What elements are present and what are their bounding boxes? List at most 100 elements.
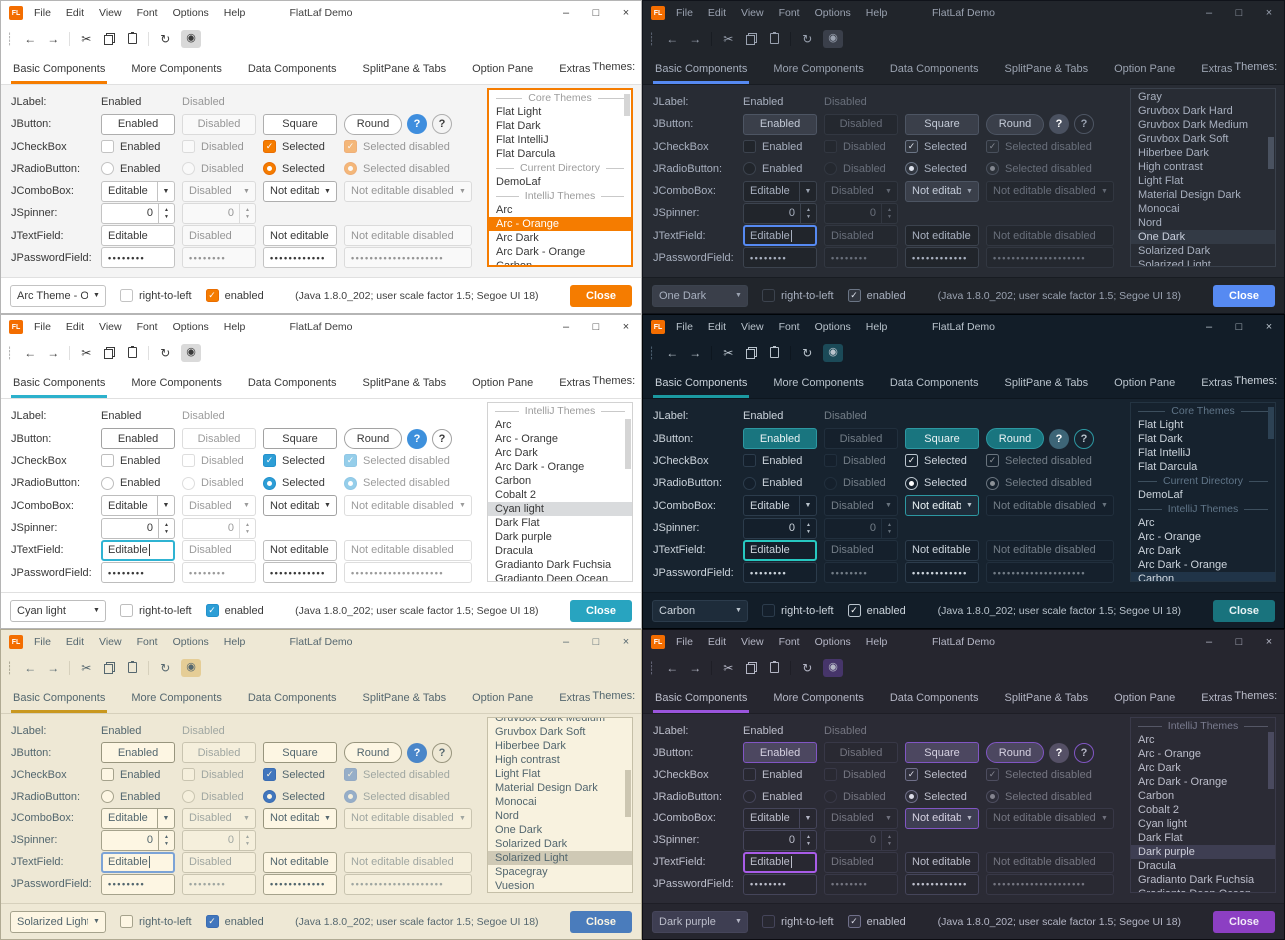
theme-list-item[interactable]: Arc (1138, 517, 1155, 529)
back-button[interactable]: ← (24, 660, 37, 675)
back-button[interactable]: ← (24, 31, 37, 46)
theme-list-item[interactable]: Arc - Orange (1138, 748, 1201, 760)
refresh-button[interactable]: ↻ (160, 345, 171, 360)
theme-list-item[interactable]: Gruvbox Dark Soft (1138, 133, 1229, 145)
menu-view[interactable]: View (741, 636, 764, 648)
paste-button[interactable] (125, 344, 139, 362)
theme-list-item[interactable]: Dark purple (495, 531, 552, 543)
jbutton-enabled-button[interactable]: Enabled (743, 742, 817, 764)
tab-more-components[interactable]: More Components (773, 63, 864, 75)
maximize-button[interactable]: □ (1235, 636, 1243, 648)
theme-list-item[interactable]: Arc Dark (496, 232, 539, 244)
enabled-checkbox[interactable]: ✓ enabled (205, 289, 264, 302)
jcheckbox-enabled-checkbox[interactable]: Enabled (101, 454, 160, 468)
jtextfield-editable-field[interactable]: Editable (743, 225, 817, 247)
theme-list-item[interactable]: Arc - Orange (495, 433, 558, 445)
tab-option-pane[interactable]: Option Pane (1114, 63, 1176, 75)
theme-select-combobox[interactable]: Carbon ▼ (652, 599, 748, 622)
paste-button[interactable] (767, 659, 781, 677)
forward-button[interactable]: → (689, 345, 702, 360)
show-hidden-toggle-button[interactable]: ◉ (181, 29, 201, 48)
close-window-button[interactable]: × (622, 7, 630, 19)
theme-list-item[interactable]: Solarized Light (1138, 259, 1211, 267)
tab-more-components[interactable]: More Components (773, 692, 864, 704)
show-hidden-toggle-button[interactable]: ◉ (181, 658, 201, 677)
tab-basic-components[interactable]: Basic Components (11, 685, 108, 713)
theme-list-item[interactable]: Carbon (496, 260, 533, 267)
minimize-button[interactable]: – (562, 636, 570, 648)
theme-list-item[interactable]: Flat Dark (496, 120, 541, 132)
theme-list-item[interactable]: Solarized Dark (1138, 245, 1211, 257)
close-window-button[interactable]: × (622, 636, 630, 648)
help-button[interactable]: ? (1049, 428, 1069, 449)
help-button[interactable]: ? (432, 114, 452, 135)
minimize-button[interactable]: – (562, 321, 570, 333)
right-to-left-checkbox[interactable]: right-to-left (762, 915, 834, 928)
jpasswordfield--field[interactable]: •••••••••••• (905, 873, 979, 895)
help-button[interactable]: ? (432, 742, 452, 763)
theme-list-item[interactable]: Arc Dark - Orange (1138, 776, 1228, 788)
jbutton-enabled-button[interactable]: Enabled (101, 428, 175, 450)
cut-button[interactable]: ✂ (723, 345, 734, 360)
theme-list-item[interactable]: Material Design Dark (495, 782, 598, 794)
tab-more-components[interactable]: More Components (773, 377, 864, 389)
theme-list-item[interactable]: High contrast (495, 754, 560, 766)
scrollbar-thumb[interactable] (1268, 731, 1274, 790)
theme-list-item[interactable]: Dark Flat (1138, 832, 1183, 844)
forward-button[interactable]: → (47, 345, 60, 360)
jcombobox-editable-combobox[interactable]: Editable ▼ (101, 495, 175, 517)
menu-font[interactable]: Font (136, 321, 158, 333)
forward-button[interactable]: → (47, 31, 60, 46)
cut-button[interactable]: ✂ (81, 345, 92, 360)
jcombobox-not-editable-combobox[interactable]: Not editable ▼ (263, 807, 337, 829)
menu-file[interactable]: File (676, 636, 693, 648)
jpasswordfield--field[interactable]: •••••••• (743, 562, 817, 584)
theme-list-item[interactable]: Cyan light (1138, 818, 1187, 830)
theme-list-item[interactable]: Carbon (1138, 790, 1175, 802)
jcombobox-editable-combobox[interactable]: Editable ▼ (743, 807, 817, 829)
jbutton-round-button[interactable]: Round (344, 742, 402, 764)
jpasswordfield--field[interactable]: •••••••• (743, 873, 817, 895)
jradiobutton-selected-radio[interactable]: Selected (263, 162, 325, 176)
help-button[interactable]: ? (407, 428, 427, 449)
theme-list-item[interactable]: Arc - Orange (1138, 531, 1201, 543)
theme-list-item[interactable]: One Dark (495, 824, 543, 836)
minimize-button[interactable]: – (1205, 321, 1213, 333)
menu-options[interactable]: Options (172, 636, 209, 648)
close-button[interactable]: Close (570, 284, 632, 307)
theme-list-item[interactable]: Flat Light (496, 106, 542, 118)
theme-list-item-selected[interactable]: Dark purple (1131, 845, 1275, 859)
jspinner-spinner[interactable]: 0 ▲ ▼ (743, 829, 817, 851)
refresh-button[interactable]: ↻ (160, 660, 171, 675)
theme-list-item[interactable]: Dark Flat (495, 517, 540, 529)
refresh-button[interactable]: ↻ (802, 660, 813, 675)
menu-file[interactable]: File (676, 7, 693, 19)
theme-list-item[interactable]: Hiberbee Dark (1138, 147, 1209, 159)
tab-option-pane[interactable]: Option Pane (472, 377, 534, 389)
jpasswordfield--field[interactable]: •••••••••••• (263, 562, 337, 584)
jcheckbox-enabled-checkbox[interactable]: Enabled (743, 454, 802, 468)
menu-file[interactable]: File (34, 636, 51, 648)
theme-list-item[interactable]: Gradianto Dark Fuchsia (1138, 874, 1255, 886)
theme-list-item[interactable]: Flat Dark (1138, 433, 1183, 445)
theme-list-item[interactable]: Spacegray (495, 866, 548, 878)
theme-list-item[interactable]: Flat Darcula (1138, 461, 1198, 473)
enabled-checkbox[interactable]: ✓ enabled (847, 289, 906, 302)
theme-list-item[interactable]: Arc Dark (495, 447, 538, 459)
jpasswordfield--field[interactable]: •••••••••••• (905, 247, 979, 269)
tab-data-components[interactable]: Data Components (889, 63, 979, 75)
theme-list-item[interactable]: Nord (1138, 217, 1162, 229)
theme-list-item-selected[interactable]: One Dark (1131, 230, 1275, 244)
theme-list-item[interactable]: Monocai (1138, 203, 1180, 215)
tab-data-components[interactable]: Data Components (247, 377, 337, 389)
help-button[interactable]: ? (1074, 114, 1094, 135)
close-button[interactable]: Close (1213, 284, 1275, 307)
tab-splitpane-tabs[interactable]: SplitPane & Tabs (1004, 692, 1089, 704)
tab-extras[interactable]: Extras (1201, 692, 1233, 704)
scrollbar-thumb[interactable] (625, 419, 631, 469)
jbutton-square-button[interactable]: Square (905, 742, 979, 764)
tab-data-components[interactable]: Data Components (889, 692, 979, 704)
show-hidden-toggle-button[interactable]: ◉ (181, 343, 201, 362)
jradiobutton-enabled-radio[interactable]: Enabled (101, 162, 160, 176)
theme-list-item-selected[interactable]: Solarized Light (488, 851, 632, 865)
